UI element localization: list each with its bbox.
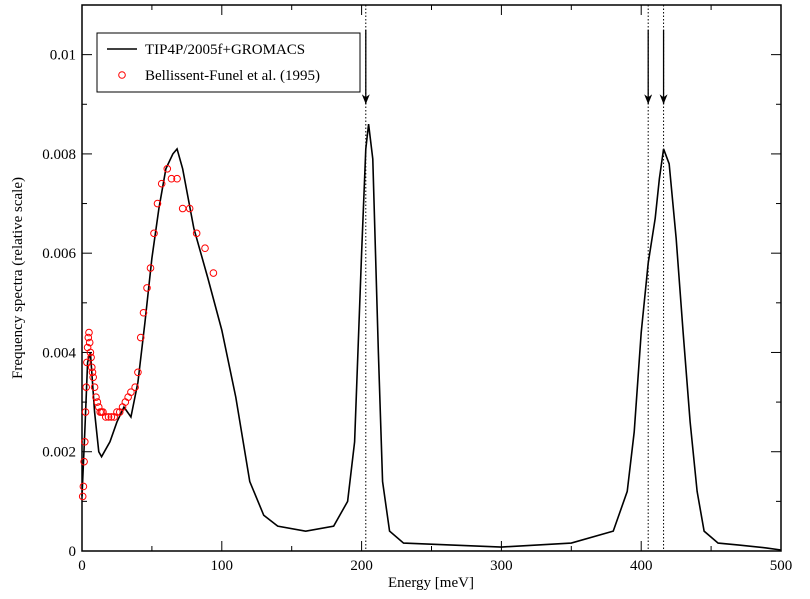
point xyxy=(86,348,95,357)
point xyxy=(79,482,88,491)
x-tick-label: 500 xyxy=(770,558,793,574)
point xyxy=(80,457,88,466)
point xyxy=(143,284,151,292)
point xyxy=(81,408,90,416)
x-tick-label: 300 xyxy=(490,558,513,574)
y-tick-label: 0.01 xyxy=(50,48,76,64)
x-tick-label: 200 xyxy=(350,558,373,574)
point xyxy=(163,165,172,173)
point xyxy=(80,438,89,446)
point xyxy=(93,398,102,406)
point xyxy=(153,199,162,208)
point xyxy=(82,383,90,392)
legend-label: Bellissent-Funel et al. (1995) xyxy=(145,68,320,84)
point xyxy=(85,328,93,337)
point xyxy=(113,408,121,416)
point xyxy=(104,413,113,421)
y-axis-label: Frequency spectra (relative scale) xyxy=(10,177,26,379)
point xyxy=(89,373,97,382)
point xyxy=(192,229,201,238)
x-tick-label: 100 xyxy=(211,558,234,574)
x-axis-label: Energy [meV] xyxy=(388,575,474,591)
point xyxy=(121,398,130,406)
legend-box xyxy=(96,32,361,93)
point xyxy=(85,338,94,347)
point xyxy=(209,269,218,277)
point xyxy=(127,388,135,396)
point xyxy=(185,204,194,213)
y-tick-label: 0.004 xyxy=(42,345,76,361)
y-tick-label: 0.008 xyxy=(42,147,76,163)
point xyxy=(178,204,187,213)
point xyxy=(134,368,142,377)
point xyxy=(150,229,158,238)
y-tick-label: 0 xyxy=(69,544,77,560)
point xyxy=(107,413,116,421)
point xyxy=(131,383,139,392)
point xyxy=(173,174,181,183)
x-tick-label: 0 xyxy=(78,558,86,574)
line xyxy=(81,124,782,551)
point xyxy=(201,244,209,253)
point xyxy=(139,308,148,317)
point xyxy=(124,393,132,401)
point xyxy=(136,333,145,342)
point xyxy=(87,353,95,362)
y-tick-label: 0.006 xyxy=(42,246,76,262)
point xyxy=(92,393,100,401)
point xyxy=(101,413,110,421)
point xyxy=(146,264,155,272)
x-tick-label: 400 xyxy=(630,558,653,574)
point xyxy=(90,383,99,392)
y-tick-label: 0.002 xyxy=(42,445,76,461)
point xyxy=(157,179,166,188)
point xyxy=(88,368,97,377)
legend-swatch xyxy=(118,71,126,79)
point xyxy=(87,363,96,372)
point xyxy=(78,492,87,501)
legend-label: TIP4P/2005f+GROMACS xyxy=(145,42,305,58)
point xyxy=(84,333,93,342)
point xyxy=(167,174,176,183)
point xyxy=(83,358,91,367)
